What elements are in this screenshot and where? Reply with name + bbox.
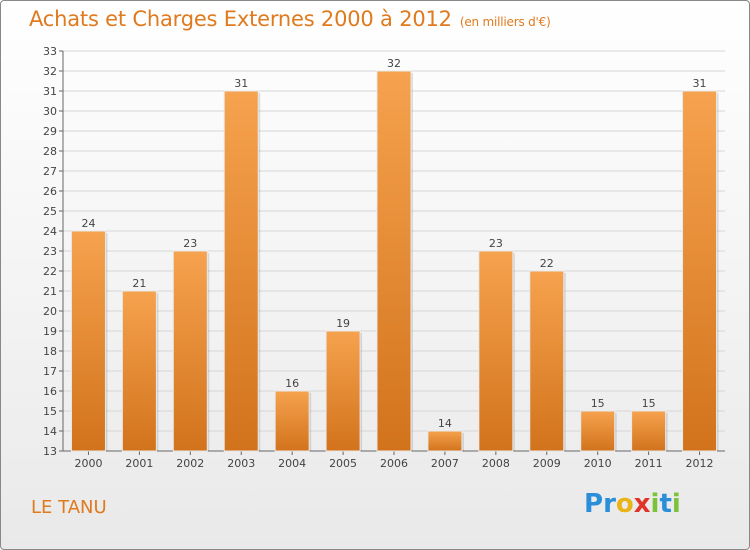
- bars: [70, 70, 719, 452]
- y-tick-label: 16: [43, 385, 57, 398]
- proxiti-logo[interactable]: Proxiti: [584, 489, 681, 519]
- y-tick-label: 28: [43, 145, 57, 158]
- x-tick-label: 2006: [380, 457, 408, 470]
- y-tick-label: 27: [43, 165, 57, 178]
- x-tick-label: 2002: [176, 457, 204, 470]
- y-tick-label: 25: [43, 205, 57, 218]
- y-tick-label: 19: [43, 325, 57, 338]
- logo-letter: x: [633, 489, 651, 519]
- y-tick-label: 15: [43, 405, 57, 418]
- y-tick-label: 23: [43, 245, 57, 258]
- logo-letter: o: [615, 489, 634, 519]
- bar: [325, 330, 361, 452]
- bar-value-label: 24: [81, 217, 95, 230]
- y-tick-label: 21: [43, 285, 57, 298]
- logo-letter: i: [650, 489, 660, 519]
- y-tick-label: 31: [43, 85, 57, 98]
- bar-value-label: 22: [540, 257, 554, 270]
- x-tick-label: 2010: [584, 457, 612, 470]
- logo-letter: P: [584, 489, 604, 519]
- x-tick-label: 2000: [74, 457, 102, 470]
- bar-value-label: 23: [489, 237, 503, 250]
- y-tick-label: 20: [43, 305, 57, 318]
- bar-value-label: 15: [591, 397, 605, 410]
- bar: [682, 90, 718, 452]
- bar: [121, 290, 157, 452]
- bar-value-label: 21: [132, 277, 146, 290]
- y-tick-label: 30: [43, 105, 57, 118]
- y-tick-label: 22: [43, 265, 57, 278]
- y-tick-label: 33: [43, 45, 57, 58]
- bar-value-label: 19: [336, 317, 350, 330]
- bar: [631, 410, 667, 452]
- place-name: LE TANU: [31, 497, 107, 518]
- logo-letter: r: [603, 489, 616, 519]
- x-tick-label: 2003: [227, 457, 255, 470]
- y-tick-label: 32: [43, 65, 57, 78]
- bar-value-label: 31: [234, 77, 248, 90]
- x-tick-label: 2008: [482, 457, 510, 470]
- y-tick-label: 17: [43, 365, 57, 378]
- y-tick-label: 13: [43, 445, 57, 458]
- x-tick-label: 2009: [533, 457, 561, 470]
- x-tick-label: 2012: [686, 457, 714, 470]
- x-tick-label: 2007: [431, 457, 459, 470]
- y-tick-label: 18: [43, 345, 57, 358]
- x-tick-label: 2011: [635, 457, 663, 470]
- bar: [274, 390, 310, 452]
- bar: [223, 90, 259, 452]
- y-tick-label: 26: [43, 185, 57, 198]
- chart-title: Achats et Charges Externes 2000 à 2012 (e…: [29, 7, 551, 31]
- y-tick-label: 29: [43, 125, 57, 138]
- bar-value-label: 32: [387, 57, 401, 70]
- bar-value-label: 31: [693, 77, 707, 90]
- bar: [70, 230, 106, 452]
- unit-note: (en milliers d'€): [459, 15, 551, 29]
- bar: [529, 270, 565, 452]
- data-labels: 24 21 23 31 16 19 32 14 23 22 15 15 31: [81, 57, 706, 430]
- bar-value-label: 16: [285, 377, 299, 390]
- bar-value-label: 15: [642, 397, 656, 410]
- y-tick-label: 14: [43, 425, 57, 438]
- logo-letter: i: [671, 489, 681, 519]
- x-tick-label: 2004: [278, 457, 306, 470]
- bar: [580, 410, 616, 452]
- chart-title-text: Achats et Charges Externes 2000 à 2012: [29, 7, 452, 31]
- y-tick-label: 24: [43, 225, 57, 238]
- bar-value-label: 14: [438, 417, 452, 430]
- x-tick-label: 2005: [329, 457, 357, 470]
- x-tick-label: 2001: [125, 457, 153, 470]
- bar: [172, 250, 208, 452]
- bar: [427, 430, 463, 452]
- bar: [478, 250, 514, 452]
- bar: [376, 70, 412, 452]
- logo-letter: t: [659, 489, 672, 519]
- bar-value-label: 23: [183, 237, 197, 250]
